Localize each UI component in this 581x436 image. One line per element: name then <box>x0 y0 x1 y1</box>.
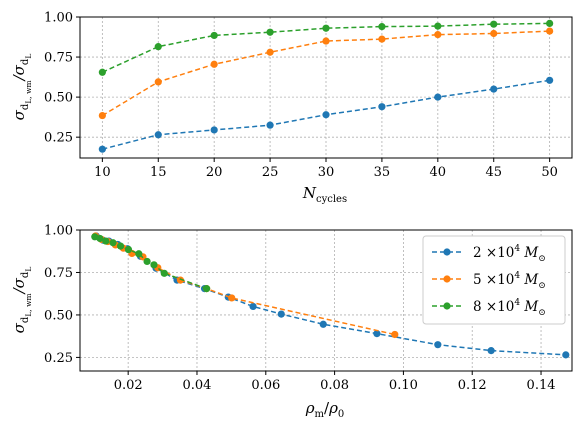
data-point-green <box>490 20 498 28</box>
data-point-blue <box>546 76 554 84</box>
bottom-y-axis-label: σdL, wm/σdL <box>10 267 33 334</box>
x-tick-label: 0.14 <box>527 378 556 393</box>
data-point-orange <box>98 111 106 120</box>
top-y-axis-label: σdL, wm/σdL <box>10 54 33 121</box>
data-point-blue <box>322 111 330 119</box>
legend: 2 ×104 M⊙ 5 ×104 M⊙ 8 ×104 M⊙ <box>422 235 566 325</box>
x-tick-label: 15 <box>150 165 167 180</box>
data-point-blue <box>490 85 498 93</box>
data-point-blue <box>434 93 442 101</box>
x-tick-label: 45 <box>485 165 502 180</box>
data-point-green <box>160 269 168 277</box>
data-point-blue <box>266 121 274 129</box>
data-point-green <box>109 239 117 247</box>
data-point-orange <box>322 37 330 45</box>
x-tick-label: 0.04 <box>183 378 212 393</box>
bottom-axes-frame <box>79 229 573 372</box>
data-point-blue <box>373 330 381 338</box>
data-point-green <box>546 19 554 28</box>
data-point-green <box>322 24 330 32</box>
data-point-orange <box>391 330 399 339</box>
legend-label-2: 8 ×104 M⊙ <box>473 298 546 318</box>
data-point-green <box>203 285 211 293</box>
x-tick-label: 0.02 <box>114 378 143 393</box>
legend-label-0: 2 ×104 M⊙ <box>473 244 546 264</box>
y-tick-label: 0.50 <box>44 308 73 323</box>
bottom-panel: 0.02 0.04 0.06 0.08 0.10 0.12 0.14 0.25 0.50 0.75… <box>10 224 573 420</box>
data-point-blue <box>319 320 327 328</box>
data-point-green <box>96 234 104 243</box>
legend-marker-0 <box>443 248 451 256</box>
data-point-orange <box>266 48 274 56</box>
x-tick-label: 0.08 <box>320 378 349 393</box>
data-point-green <box>98 68 106 76</box>
data-point-blue <box>434 341 442 349</box>
top-ticks: 10 15 20 25 30 35 40 45 50 0.25 0.50 0.75 1.00 <box>44 11 558 181</box>
x-tick-label: 10 <box>94 165 111 180</box>
x-tick-label: 30 <box>318 165 335 180</box>
data-point-orange <box>228 294 236 302</box>
legend-label-1: 5 ×104 M⊙ <box>473 271 546 291</box>
legend-box <box>422 235 566 325</box>
series-line-orange <box>101 30 550 117</box>
data-point-green <box>378 23 386 31</box>
data-point-green <box>102 237 110 245</box>
y-tick-label: 1.00 <box>44 11 73 26</box>
x-tick-label: 20 <box>206 165 223 180</box>
data-point-green <box>135 250 143 258</box>
data-point-blue <box>487 347 495 355</box>
data-point-orange <box>434 31 442 39</box>
series-line-green <box>102 22 550 73</box>
data-point-green <box>266 28 274 36</box>
legend-entry-1: 5 ×104 M⊙ <box>432 271 546 291</box>
y-tick-label: 0.25 <box>44 351 73 366</box>
data-point-blue <box>154 131 162 139</box>
legend-entry-0: 2 ×104 M⊙ <box>432 244 546 264</box>
y-tick-label: 0.75 <box>44 51 73 66</box>
data-point-orange <box>210 60 218 68</box>
bottom-series <box>91 232 570 359</box>
y-tick-label: 0.50 <box>44 91 73 106</box>
bottom-ticks: 0.02 0.04 0.06 0.08 0.10 0.12 0.14 0.25 0.50 0.75… <box>44 224 555 394</box>
data-point-blue <box>562 351 570 359</box>
data-point-blue <box>277 310 285 318</box>
legend-entry-2: 8 ×104 M⊙ <box>432 298 546 318</box>
data-point-green <box>434 22 442 30</box>
x-tick-label: 0.06 <box>251 378 280 393</box>
x-tick-label: 0.10 <box>389 378 418 393</box>
x-tick-label: 0.12 <box>458 378 487 393</box>
data-point-blue <box>210 126 218 134</box>
legend-marker-2 <box>443 302 451 310</box>
data-point-orange <box>154 78 162 86</box>
bottom-x-axis-label: ρm/ρ0 <box>305 399 345 420</box>
y-tick-label: 0.25 <box>44 131 73 146</box>
data-point-green <box>210 31 218 40</box>
top-series <box>98 19 554 153</box>
data-point-green <box>154 43 162 51</box>
data-point-green <box>116 242 125 250</box>
x-tick-label: 35 <box>374 165 391 180</box>
data-point-green <box>124 245 133 254</box>
data-point-blue <box>249 302 257 311</box>
data-point-blue <box>378 103 386 111</box>
data-point-orange <box>490 29 498 38</box>
y-tick-label: 0.75 <box>44 266 73 281</box>
x-tick-label: 25 <box>262 165 279 180</box>
top-panel: 10 15 20 25 30 35 40 45 50 0.25 0.50 0.75 1.00 Ncycl… <box>10 11 573 205</box>
data-point-orange <box>176 276 185 284</box>
x-tick-label: 50 <box>541 165 558 180</box>
data-point-orange <box>378 35 386 43</box>
top-x-axis-label: Ncycles <box>302 184 347 205</box>
x-tick-label: 40 <box>430 165 447 180</box>
data-point-green <box>150 261 158 269</box>
data-point-green <box>143 257 151 266</box>
y-tick-label: 1.00 <box>44 224 73 239</box>
data-point-blue <box>98 145 106 153</box>
legend-marker-1 <box>443 275 451 283</box>
data-point-orange <box>546 27 554 35</box>
